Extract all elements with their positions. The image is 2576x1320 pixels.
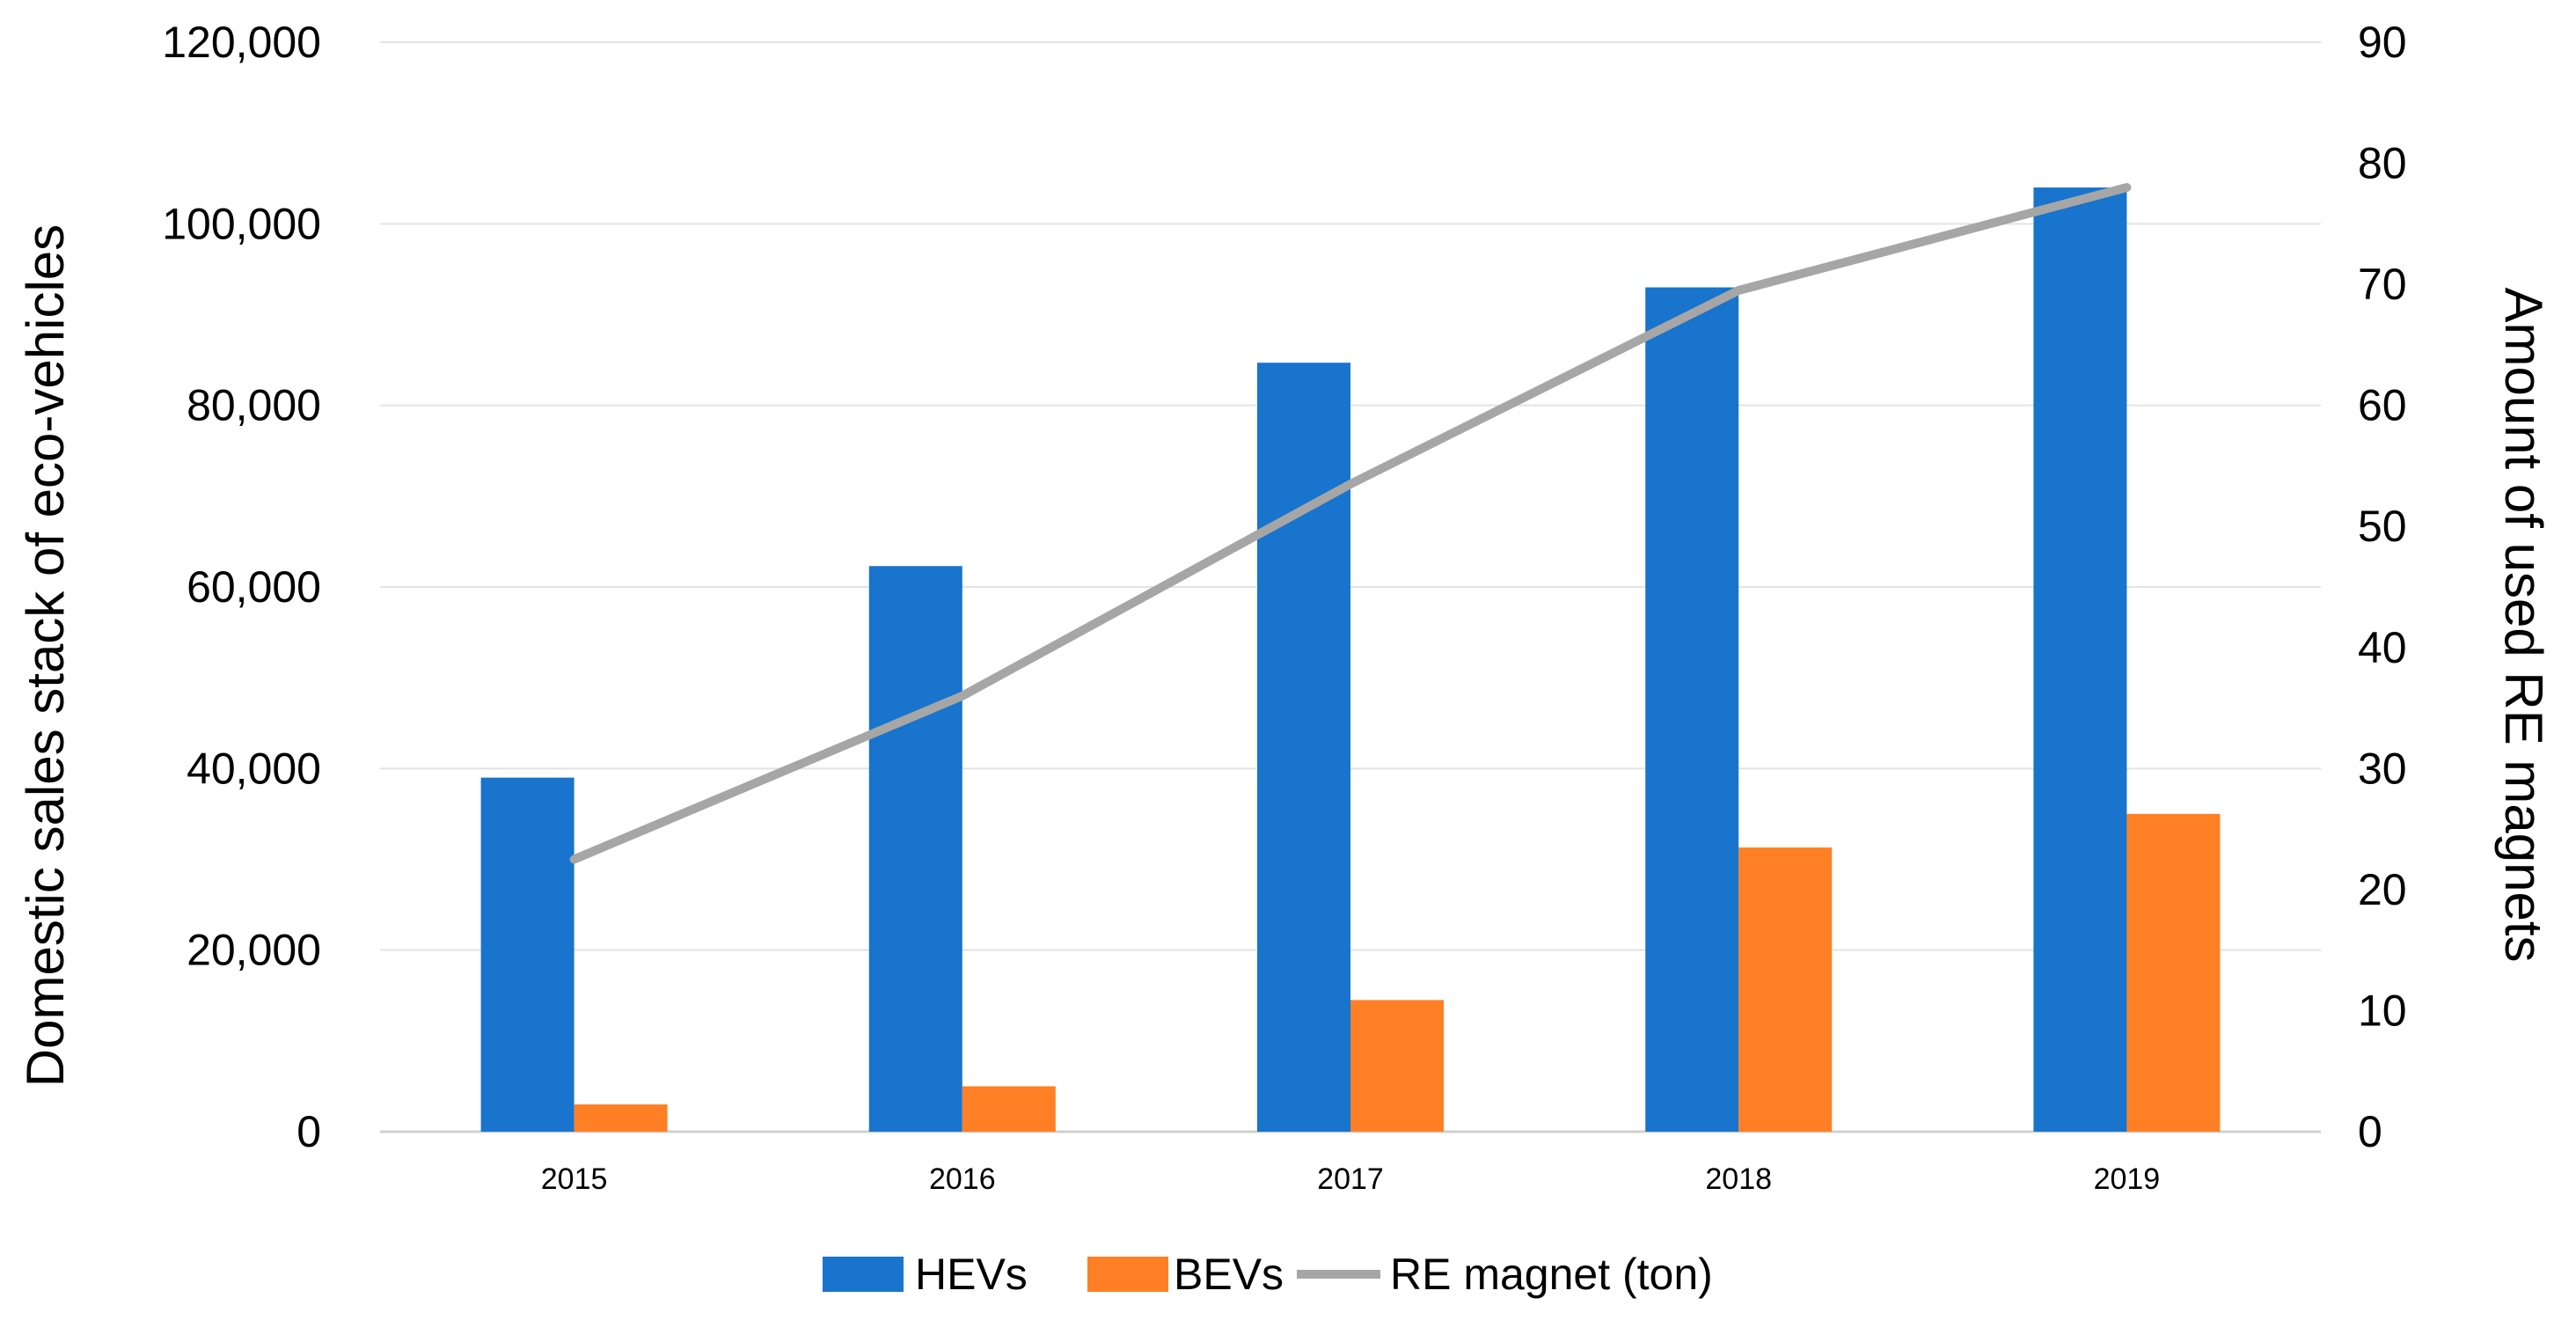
bar-bevs-2016: [962, 1086, 1056, 1132]
bar-hevs-2015: [481, 778, 574, 1132]
left-axis-tick-label: 80,000: [187, 381, 321, 430]
x-axis-tick-label: 2019: [2094, 1162, 2161, 1196]
legend: HEVs BEVs RE magnet (ton): [823, 1250, 1713, 1299]
legend-swatch-bevs: [1087, 1257, 1168, 1292]
legend-label: BEVs: [1174, 1250, 1284, 1299]
right-axis-tick-label: 80: [2358, 139, 2407, 188]
bar-hevs-2019: [2033, 187, 2126, 1132]
right-axis-tick-label: 40: [2358, 623, 2407, 672]
x-axis-tick-label: 2015: [541, 1162, 608, 1196]
right-axis-tick-label: 20: [2358, 865, 2407, 914]
left-axis-tick-label: 120,000: [162, 18, 321, 67]
right-axis-tick-label: 60: [2358, 381, 2407, 430]
x-axis-tick-label: 2017: [1317, 1162, 1384, 1196]
legend-label: HEVs: [915, 1250, 1028, 1299]
right-axis: 0 10 20 30 40 50 60 70 80 90: [2358, 18, 2407, 1156]
bar-bevs-2018: [1738, 847, 1832, 1132]
left-axis-tick-label: 40,000: [187, 744, 321, 793]
x-axis-tick-label: 2016: [929, 1162, 996, 1196]
left-axis-title: Domestic sales stack of eco-vehicles: [16, 224, 75, 1087]
right-axis-tick-label: 70: [2358, 260, 2407, 309]
bars: [481, 187, 2221, 1132]
bar-hevs-2016: [869, 566, 962, 1132]
right-axis-tick-label: 0: [2358, 1107, 2382, 1156]
bar-bevs-2019: [2126, 814, 2220, 1132]
legend-label: RE magnet (ton): [1390, 1250, 1713, 1299]
right-axis-title: Amount of used RE magnets: [2494, 287, 2553, 962]
legend-swatch-hevs: [823, 1257, 904, 1292]
bar-bevs-2015: [574, 1104, 668, 1132]
left-axis-tick-label: 100,000: [162, 199, 321, 248]
left-axis-tick-label: 20,000: [187, 926, 321, 975]
right-axis-tick-label: 90: [2358, 18, 2407, 67]
bar-bevs-2017: [1350, 1000, 1444, 1132]
left-axis-tick-label: 60,000: [187, 562, 321, 612]
bar-hevs-2017: [1257, 363, 1350, 1132]
right-axis-tick-label: 30: [2358, 744, 2407, 793]
x-axis: 2015 2016 2017 2018 2019: [541, 1162, 2160, 1196]
left-axis: 0 20,000 40,000 60,000 80,000 100,000 120,000: [162, 18, 321, 1156]
x-axis-tick-label: 2018: [1705, 1162, 1772, 1196]
right-axis-tick-label: 10: [2358, 986, 2407, 1035]
bar-hevs-2018: [1645, 288, 1738, 1132]
right-axis-tick-label: 50: [2358, 502, 2407, 551]
left-axis-tick-label: 0: [296, 1107, 321, 1156]
